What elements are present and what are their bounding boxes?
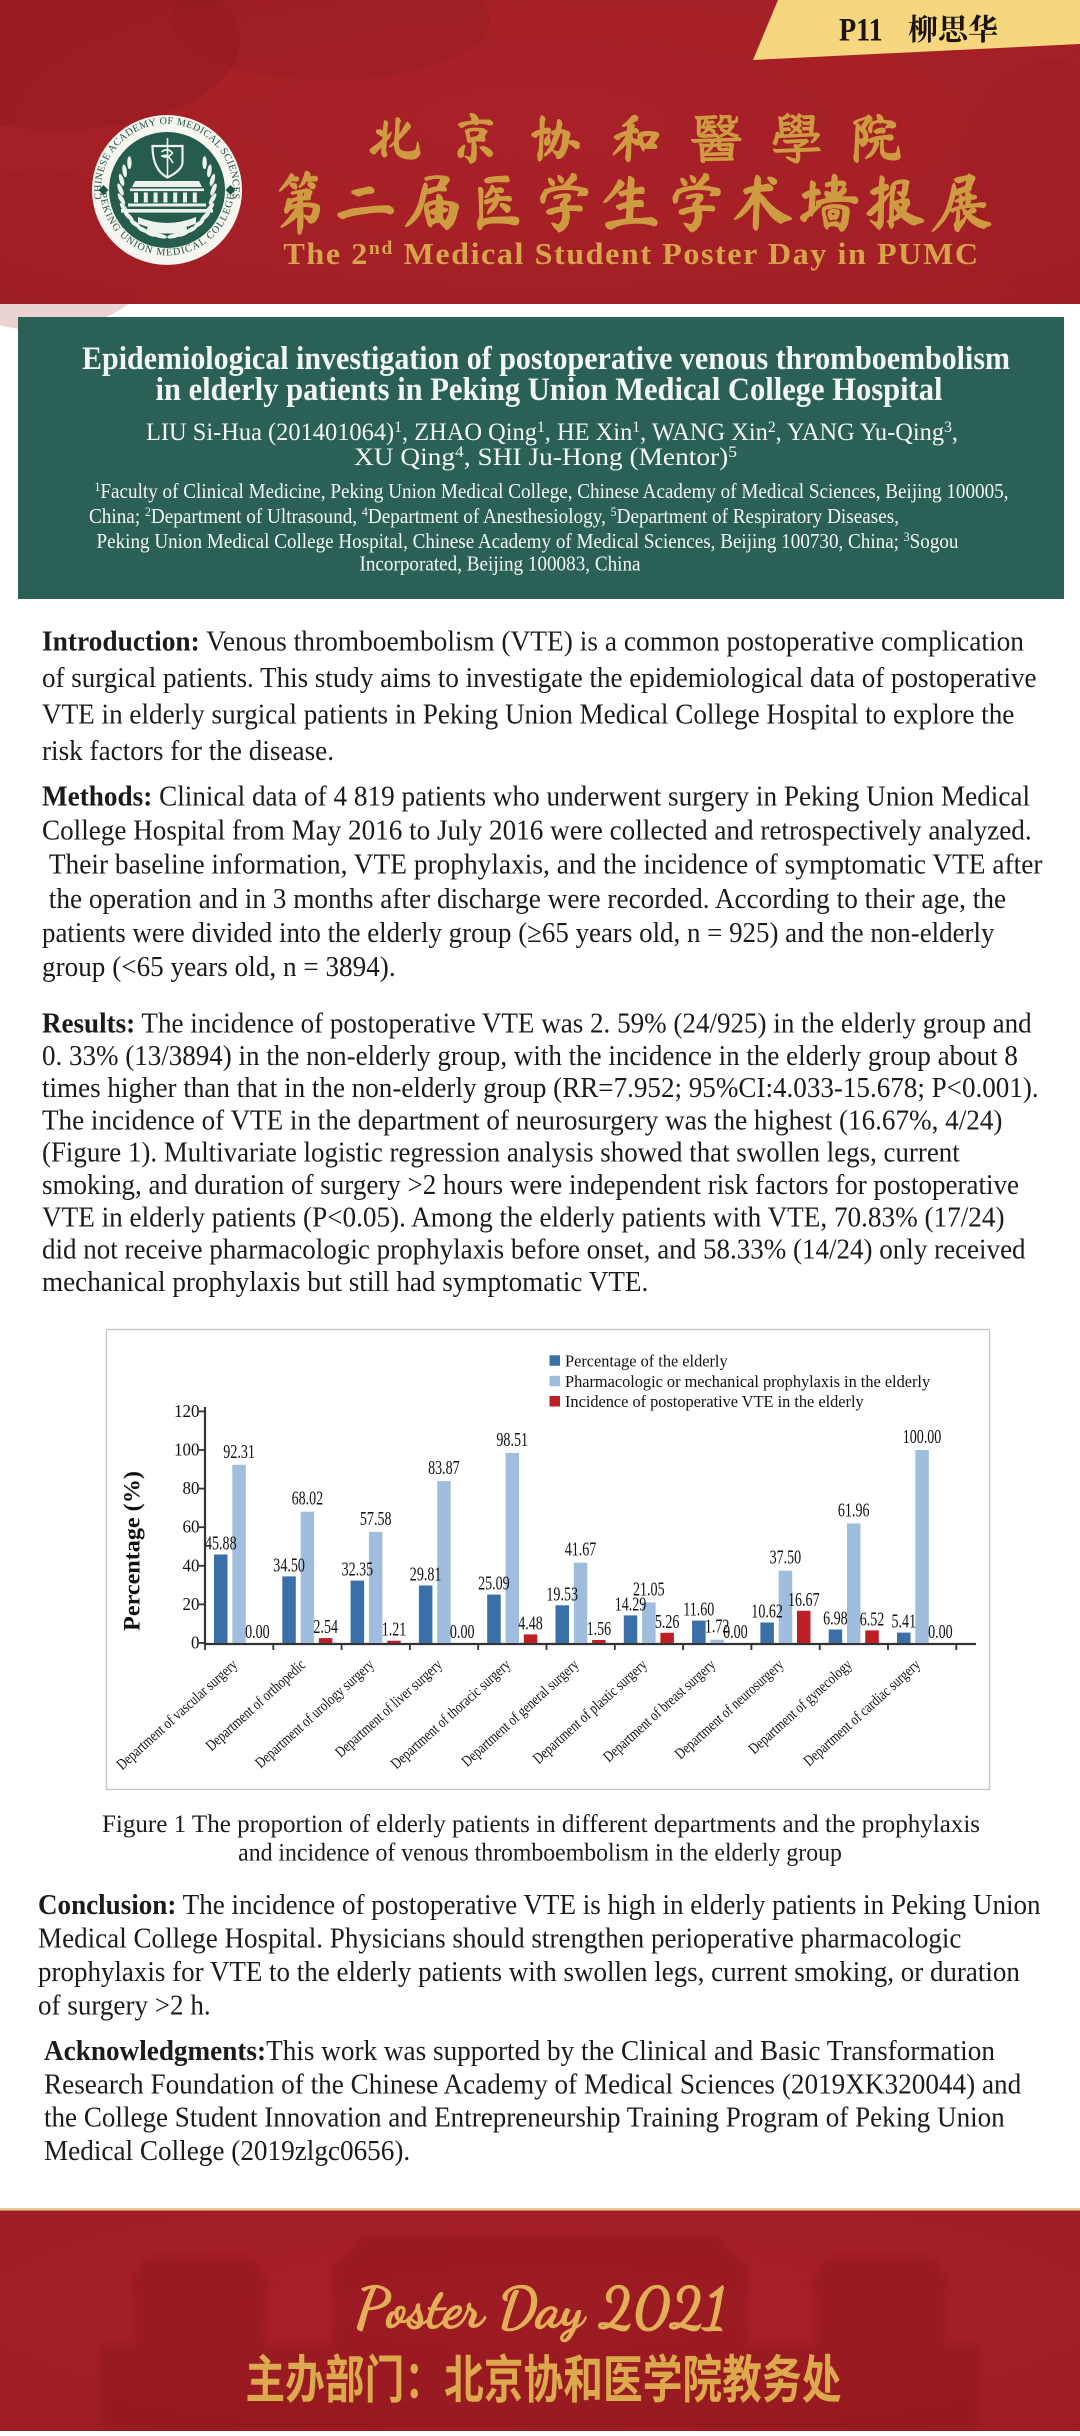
svg-text:the operation and in 3 months: the operation and in 3 months after disc… [42, 883, 1006, 915]
svg-text:(Figure 1). Multivariate logis: (Figure 1). Multivariate logistic regres… [42, 1137, 960, 1169]
svg-text:of surgical patients. This stu: of surgical patients. This study aims to… [42, 662, 1037, 694]
svg-text:120: 120 [174, 1402, 199, 1421]
svg-text:98.51: 98.51 [496, 1429, 528, 1451]
svg-text:29.81: 29.81 [410, 1563, 442, 1585]
svg-text:Acknowledgments:This work was: Acknowledgments:This work was supported … [44, 2035, 995, 2067]
svg-text:100: 100 [174, 1440, 199, 1459]
svg-text:11.60: 11.60 [683, 1598, 714, 1620]
svg-text:XU Qing4, SHI Ju-Hong (Mentor): XU Qing4, SHI Ju-Hong (Mentor)5 [354, 443, 737, 471]
svg-text:Pharmacologic or mechanical pr: Pharmacologic or mechanical prophylaxis … [565, 1371, 931, 1390]
svg-text:0.00: 0.00 [450, 1621, 475, 1643]
svg-text:10.62: 10.62 [751, 1600, 783, 1622]
svg-text:1.56: 1.56 [587, 1618, 612, 1640]
svg-text:Medical College (2019zlgc0656): Medical College (2019zlgc0656). [44, 2135, 410, 2167]
svg-text:patients were divided into the: patients were divided into the elderly g… [42, 917, 994, 949]
svg-text:and incidence of venous thromb: and incidence of venous thromboembolism … [238, 1839, 842, 1867]
svg-text:20: 20 [183, 1595, 200, 1614]
svg-text:0.00: 0.00 [928, 1621, 953, 1643]
svg-text:6.98: 6.98 [823, 1607, 848, 1629]
svg-text:100.00: 100.00 [903, 1426, 942, 1448]
svg-text:0: 0 [191, 1633, 199, 1652]
svg-text:1.21: 1.21 [382, 1618, 407, 1640]
svg-text:Epidemiological investigation: Epidemiological investigation of postope… [82, 340, 1010, 377]
svg-text:did not receive pharmacologic: did not receive pharmacologic prophylaxi… [42, 1234, 1026, 1266]
svg-text:1.72: 1.72 [705, 1615, 730, 1637]
svg-text:40: 40 [183, 1556, 200, 1575]
svg-text:The incidence of VTE in the de: The incidence of VTE in the department o… [42, 1105, 1002, 1137]
svg-text:0.00: 0.00 [723, 1621, 748, 1643]
svg-text:smoking, and duration of surge: smoking, and duration of surgery >2 hour… [42, 1169, 1019, 1201]
svg-text:mechanical prophylaxis but sti: mechanical prophylaxis but still had sym… [42, 1266, 648, 1298]
svg-text:risk factors for the disease.: risk factors for the disease. [42, 735, 334, 767]
svg-text:1Faculty of Clinical Medicine,: 1Faculty of Clinical Medicine, Peking Un… [94, 480, 1008, 504]
svg-text:Introduction: Venous thromboem: Introduction: Venous thromboembolism (VT… [42, 626, 1024, 658]
svg-text:Figure 1 The proportion of eld: Figure 1 The proportion of elderly patie… [102, 1811, 980, 1838]
svg-text:14.29: 14.29 [615, 1593, 647, 1615]
svg-text:2.54: 2.54 [313, 1616, 338, 1638]
svg-text:6.52: 6.52 [860, 1608, 885, 1630]
svg-text:the College Student Innovation: the College Student Innovation and Entre… [44, 2102, 1005, 2134]
svg-text:Results: The incidence of post: Results: The incidence of postoperative … [42, 1008, 1032, 1040]
svg-text:5.26: 5.26 [655, 1611, 680, 1633]
svg-text:group (<65 years old, n = 3894: group (<65 years old, n = 3894). [42, 951, 396, 983]
svg-text:VTE in elderly patients (P<0.0: VTE in elderly patients (P<0.05). Among … [42, 1202, 1004, 1234]
svg-text:5.41: 5.41 [892, 1610, 917, 1632]
svg-text:Incidence of postoperative VTE: Incidence of postoperative VTE in the el… [565, 1392, 864, 1411]
svg-text:Medical College Hospital. Phys: Medical College Hospital. Physicians sho… [38, 1923, 961, 1955]
svg-text:times higher than that in the: times higher than that in the non-elderl… [42, 1072, 1039, 1104]
svg-text:0.00: 0.00 [245, 1621, 270, 1643]
svg-text:83.87: 83.87 [428, 1457, 460, 1479]
svg-text:College Hospital from May 2016: College Hospital from May 2016 to July 2… [42, 815, 1032, 847]
svg-text:41.67: 41.67 [565, 1538, 597, 1560]
svg-text:Percentage (%): Percentage (%) [120, 1471, 145, 1631]
svg-text:16.67: 16.67 [788, 1589, 820, 1611]
svg-text:Incorporated, Beijing 100083,: Incorporated, Beijing 100083, China [359, 553, 640, 576]
svg-text:32.35: 32.35 [342, 1558, 374, 1580]
svg-text:P11: P11 [839, 12, 883, 48]
svg-text:in elderly patients in Peking: in elderly patients in Peking Union Medi… [156, 371, 943, 407]
svg-text:The 2nd Medical Student Poster: The 2nd Medical Student Poster Day in PU… [283, 237, 979, 271]
svg-text:0. 33% (13/3894) in the non-el: 0. 33% (13/3894) in the non-elderly grou… [42, 1040, 1018, 1072]
svg-text:Their baseline information, VT: Their baseline information, VTE prophyla… [42, 849, 1043, 881]
svg-text:60: 60 [183, 1517, 200, 1536]
svg-text:Percentage of the elderly: Percentage of the elderly [565, 1351, 728, 1370]
svg-text:VTE in elderly surgical patien: VTE in elderly surgical patients in Peki… [42, 699, 1014, 731]
svg-text:25.09: 25.09 [478, 1572, 510, 1594]
svg-text:61.96: 61.96 [838, 1499, 870, 1521]
svg-text:of surgery >2 h.: of surgery >2 h. [38, 1990, 211, 2022]
svg-text:China; 2Department of Ultrasou: China; 2Department of Ultrasound, 4Depar… [89, 505, 899, 529]
svg-text:Peking Union Medical College H: Peking Union Medical College Hospital, C… [97, 529, 959, 553]
svg-text:4.48: 4.48 [518, 1612, 543, 1634]
svg-text:45.88: 45.88 [205, 1532, 237, 1554]
svg-text:19.53: 19.53 [546, 1583, 578, 1605]
svg-text:21.05: 21.05 [633, 1578, 665, 1600]
svg-text:37.50: 37.50 [770, 1546, 802, 1568]
svg-text:80: 80 [183, 1479, 200, 1498]
svg-text:Conclusion: The incidence of p: Conclusion: The incidence of postoperati… [38, 1889, 1041, 1921]
svg-text:68.02: 68.02 [292, 1487, 324, 1509]
svg-text:Research Foundation of the Chi: Research Foundation of the Chinese Acade… [44, 2069, 1021, 2101]
svg-text:prophylaxis for VTE to the eld: prophylaxis for VTE to the elderly patie… [38, 1956, 1020, 1988]
svg-text:LIU Si-Hua (201401064)1, ZHAO: LIU Si-Hua (201401064)1, ZHAO Qing1, HE … [146, 419, 958, 446]
svg-text:34.50: 34.50 [273, 1554, 305, 1576]
svg-text:57.58: 57.58 [360, 1508, 392, 1530]
svg-text:Methods: Clinical data of 4 81: Methods: Clinical data of 4 819 patients… [42, 781, 1030, 813]
svg-text:92.31: 92.31 [223, 1441, 255, 1463]
